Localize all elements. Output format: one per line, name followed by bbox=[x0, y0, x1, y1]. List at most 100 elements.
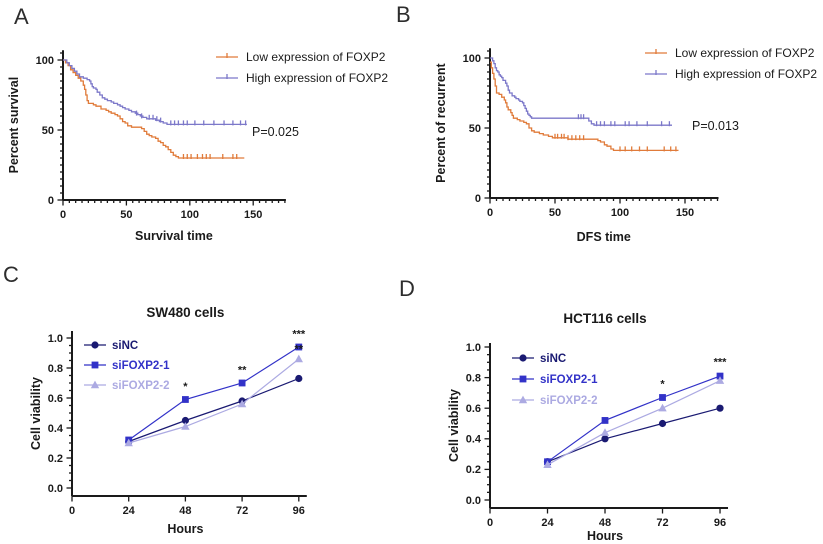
svg-text:0.2: 0.2 bbox=[48, 453, 63, 465]
x-axis-label: Hours bbox=[587, 529, 623, 543]
legend-item-sifoxp2-2: siFOXP2-2 bbox=[84, 380, 170, 392]
legend-item-sifoxp2-1: siFOXP2-1 bbox=[512, 374, 598, 386]
svg-text:24: 24 bbox=[123, 505, 136, 517]
significance-annotations: ******** bbox=[183, 328, 306, 393]
chart-title: HCT116 cells bbox=[563, 311, 646, 326]
panel-letter-c: C bbox=[3, 262, 19, 287]
panel-letter-a: A bbox=[14, 4, 29, 29]
svg-text:0.0: 0.0 bbox=[48, 483, 63, 495]
x-axis-label: Survival time bbox=[135, 229, 213, 243]
svg-text:0.6: 0.6 bbox=[48, 393, 63, 405]
svg-text:100: 100 bbox=[463, 53, 481, 65]
axis-tick-labels: 0 24 48 72 96 0.0 0.2 0.4 0.6 0.8 1.0 bbox=[48, 333, 305, 517]
axes bbox=[489, 343, 729, 509]
panel-letter-b: B bbox=[396, 2, 411, 27]
legend-item-sinc: siNC bbox=[512, 353, 566, 365]
y-axis-label: Cell viability bbox=[447, 389, 461, 462]
legend-item-high-expression-of-foxp2: High expression of FOXP2 bbox=[216, 71, 388, 85]
svg-text:0.8: 0.8 bbox=[48, 363, 63, 375]
svg-text:siFOXP2-2: siFOXP2-2 bbox=[112, 380, 170, 392]
series-high-expression-of-foxp2 bbox=[490, 57, 672, 127]
series-sifoxp2-2 bbox=[124, 354, 303, 447]
svg-text:100: 100 bbox=[611, 207, 629, 219]
svg-text:**: ** bbox=[238, 364, 247, 376]
svg-text:72: 72 bbox=[656, 517, 668, 529]
legend: Low expression of FOXP2 High expression o… bbox=[645, 46, 817, 81]
series-sifoxp2-2 bbox=[543, 376, 725, 469]
x-axis-label: Hours bbox=[167, 522, 203, 536]
svg-text:0.8: 0.8 bbox=[466, 372, 481, 384]
series-sinc bbox=[543, 404, 724, 466]
svg-text:24: 24 bbox=[541, 517, 554, 529]
x-axis-label: DFS time bbox=[577, 230, 631, 244]
svg-text:50: 50 bbox=[469, 123, 481, 135]
svg-text:siFOXP2-1: siFOXP2-1 bbox=[112, 360, 170, 372]
svg-text:Low expression of FOXP2: Low expression of FOXP2 bbox=[246, 50, 386, 64]
axes bbox=[71, 331, 307, 497]
svg-text:siFOXP2-2: siFOXP2-2 bbox=[540, 395, 598, 407]
svg-text:1.0: 1.0 bbox=[466, 342, 481, 354]
svg-text:96: 96 bbox=[293, 505, 305, 517]
axes bbox=[489, 48, 719, 199]
series-sifoxp2-1 bbox=[125, 343, 303, 444]
svg-text:100: 100 bbox=[181, 209, 199, 221]
svg-text:0: 0 bbox=[487, 207, 493, 219]
svg-text:*: * bbox=[183, 381, 188, 393]
svg-text:0: 0 bbox=[487, 517, 493, 529]
svg-text:0: 0 bbox=[60, 209, 66, 221]
p-value-annotation: P=0.013 bbox=[692, 119, 739, 133]
svg-text:0: 0 bbox=[475, 193, 481, 205]
svg-text:150: 150 bbox=[244, 209, 262, 221]
svg-text:150: 150 bbox=[676, 207, 694, 219]
y-axis-label: Cell viability bbox=[29, 377, 43, 450]
legend: siNC siFOXP2-1 siFOXP2-2 bbox=[84, 340, 170, 392]
km-chart-disease-free-survival: 0 50 100 150 0 50 100 DFS time Percent of recurr… bbox=[434, 46, 817, 244]
svg-text:0.6: 0.6 bbox=[466, 403, 481, 415]
legend: Low expression of FOXP2 High expression o… bbox=[216, 50, 388, 85]
legend-item-low-expression-of-foxp2: Low expression of FOXP2 bbox=[645, 46, 815, 60]
svg-text:0.4: 0.4 bbox=[48, 423, 64, 435]
svg-text:50: 50 bbox=[42, 125, 54, 137]
svg-text:*: * bbox=[660, 379, 665, 391]
svg-text:siNC: siNC bbox=[112, 340, 138, 352]
axis-tick-labels: 0 24 48 72 96 0.0 0.2 0.4 0.6 0.8 1.0 bbox=[466, 342, 726, 529]
axis-tick-labels: 0 50 100 150 0 50 100 bbox=[36, 55, 263, 221]
growth-chart-hct116: 0 24 48 72 96 0.0 0.2 0.4 0.6 0.8 1.0 Hours Cell via… bbox=[447, 311, 729, 543]
legend-item-sifoxp2-2: siFOXP2-2 bbox=[512, 395, 598, 407]
svg-text:48: 48 bbox=[179, 505, 191, 517]
svg-text:100: 100 bbox=[36, 55, 54, 67]
axis-ticks bbox=[484, 346, 721, 514]
y-axis-label: Percent of recurrent bbox=[434, 63, 448, 183]
svg-text:96: 96 bbox=[714, 517, 726, 529]
svg-text:0.0: 0.0 bbox=[466, 495, 481, 507]
legend-item-sifoxp2-1: siFOXP2-1 bbox=[84, 360, 170, 372]
panel-letter-d: D bbox=[399, 276, 415, 301]
legend-item-low-expression-of-foxp2: Low expression of FOXP2 bbox=[216, 50, 386, 64]
svg-text:Low expression of FOXP2: Low expression of FOXP2 bbox=[675, 46, 815, 60]
svg-text:***: *** bbox=[714, 356, 728, 368]
series-low-expression-of-foxp2 bbox=[490, 61, 679, 152]
km-chart-overall-survival: 0 50 100 150 0 50 100 Survival time Percent surv… bbox=[7, 50, 388, 243]
svg-text:48: 48 bbox=[599, 517, 611, 529]
axis-ticks bbox=[66, 337, 300, 502]
svg-text:***: *** bbox=[292, 328, 306, 340]
chart-title: SW480 cells bbox=[146, 305, 224, 320]
svg-text:High expression of FOXP2: High expression of FOXP2 bbox=[675, 67, 817, 81]
y-axis-label: Percent survival bbox=[7, 77, 21, 174]
legend-item-high-expression-of-foxp2: High expression of FOXP2 bbox=[645, 67, 817, 81]
p-value-annotation: P=0.025 bbox=[252, 125, 299, 139]
svg-text:High expression of FOXP2: High expression of FOXP2 bbox=[246, 71, 388, 85]
axis-tick-labels: 0 50 100 150 0 50 100 bbox=[463, 53, 695, 219]
svg-text:0.4: 0.4 bbox=[466, 434, 482, 446]
svg-text:**: ** bbox=[295, 343, 304, 355]
svg-text:50: 50 bbox=[549, 207, 561, 219]
series-low-expression-of-foxp2 bbox=[63, 59, 245, 159]
svg-text:1.0: 1.0 bbox=[48, 333, 63, 345]
svg-text:0: 0 bbox=[48, 195, 54, 207]
svg-text:50: 50 bbox=[120, 209, 132, 221]
svg-text:0.2: 0.2 bbox=[466, 464, 481, 476]
axes bbox=[62, 50, 286, 201]
significance-annotations: **** bbox=[660, 356, 727, 390]
svg-text:siFOXP2-1: siFOXP2-1 bbox=[540, 374, 598, 386]
